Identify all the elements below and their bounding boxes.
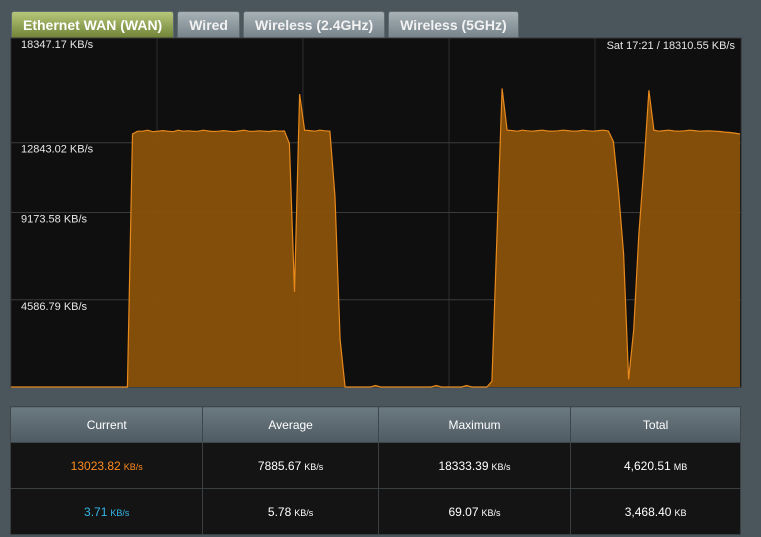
cell-unit: KB/s [123,461,143,472]
cell-unit: KB [674,507,687,518]
stats-cell: 3.71 KB/s [9,488,204,535]
column-header: Current [9,406,204,443]
stats-cell: 69.07 KB/s [377,488,572,535]
tab[interactable]: Wired [177,11,240,38]
stats-cell: 5.78 KB/s [202,488,379,535]
cell-unit: MB [673,461,688,472]
column-header: Total [570,406,741,443]
cell-value: 69.07 [448,504,479,519]
cell-value: 7885.67 [257,458,302,473]
stats-cell: 4,620.51 MB [570,442,741,489]
stats-table: Current Average Maximum Total 13023.82 KB/s 7… [9,406,741,535]
traffic-chart: 4586.79 KB/s 9173.58 KB/s 12843.02 KB/s 183… [10,37,742,388]
y-tick-label: 4586.79 KB/s [21,301,88,313]
cell-value: 13023.82 [70,458,121,473]
cell-unit: KB/s [491,461,511,472]
stats-cell: 7885.67 KB/s [202,442,379,489]
cell-unit: KB/s [481,507,501,518]
tab[interactable]: Wireless (2.4GHz) [243,11,386,38]
cell-value: 4,620.51 [624,458,671,473]
y-tick-label: 9173.58 KB/s [21,214,88,226]
status-annotation: Sat 17:21 / 18310.55 KB/s [607,40,736,52]
cell-value: 3.71 [84,504,108,519]
traffic-area [11,88,740,388]
stats-cell: 18333.39 KB/s [377,442,572,489]
stats-cell: 13023.82 KB/s [9,442,204,489]
column-header: Average [202,406,379,443]
y-tick-label: 18347.17 KB/s [21,39,94,51]
cell-unit: KB/s [304,461,324,472]
traffic-line [11,88,741,388]
tab[interactable]: Ethernet WAN (WAN) [11,11,175,38]
stats-cell: 3,468.40 KB [570,488,741,535]
y-tick-label: 12843.02 KB/s [21,144,94,156]
stats-row: 3.71 KB/s 5.78 KB/s 69.07 KB/s 3,468.40 KB [9,488,741,535]
header-row: Current Average Maximum Total [9,406,741,443]
cell-value: 5.78 [267,504,292,519]
cell-value: 18333.39 [438,458,489,473]
cell-value: 3,468.40 [624,504,672,519]
stats-row: 13023.82 KB/s 7885.67 KB/s 18333.39 KB/s 4,620… [9,442,741,489]
tab[interactable]: Wireless (5GHz) [388,11,519,38]
cell-unit: KB/s [294,507,314,518]
column-header: Maximum [377,406,572,443]
tab-bar: Ethernet WAN (WAN) Wired Wireless (2.4GHz)… [11,11,519,38]
cell-unit: KB/s [110,507,130,518]
